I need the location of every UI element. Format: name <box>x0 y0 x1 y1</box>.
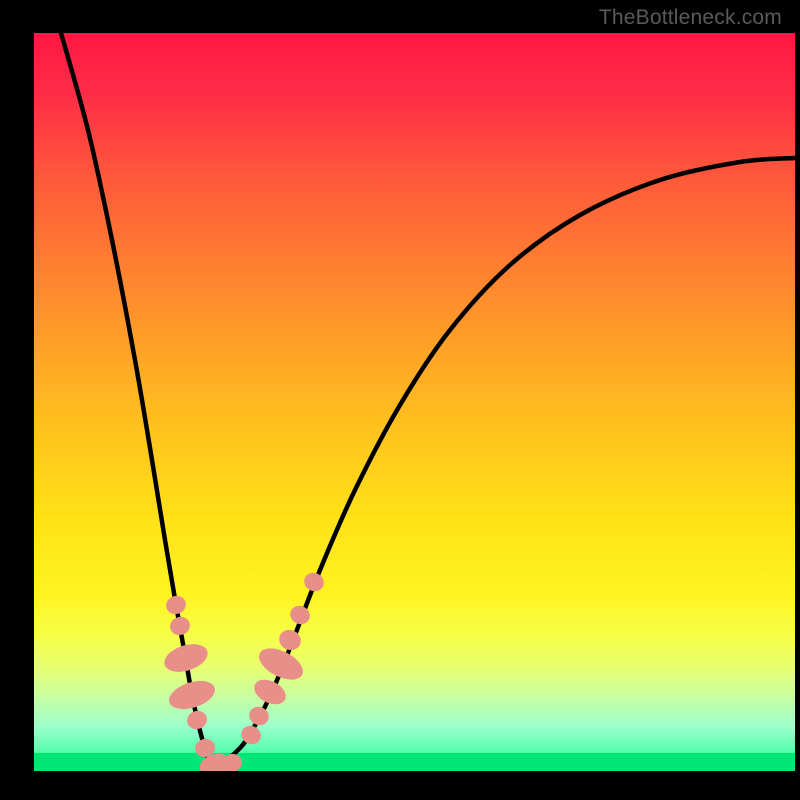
marker-dot <box>246 703 272 728</box>
data-markers <box>0 0 800 800</box>
marker-dot <box>164 593 189 616</box>
marker-dot <box>301 569 327 594</box>
marker-dot <box>185 708 210 731</box>
marker-dot <box>168 614 193 637</box>
watermark-text: TheBottleneck.com <box>599 6 782 30</box>
marker-dot <box>250 675 290 709</box>
bottom-margin <box>0 771 800 800</box>
marker-dot <box>238 722 264 747</box>
left-margin <box>0 0 34 800</box>
marker-dot <box>276 626 305 654</box>
marker-dot <box>287 602 313 627</box>
marker-dot <box>254 642 308 686</box>
marker-dot <box>165 676 218 715</box>
marker-dot <box>161 639 211 677</box>
right-margin <box>795 0 800 800</box>
